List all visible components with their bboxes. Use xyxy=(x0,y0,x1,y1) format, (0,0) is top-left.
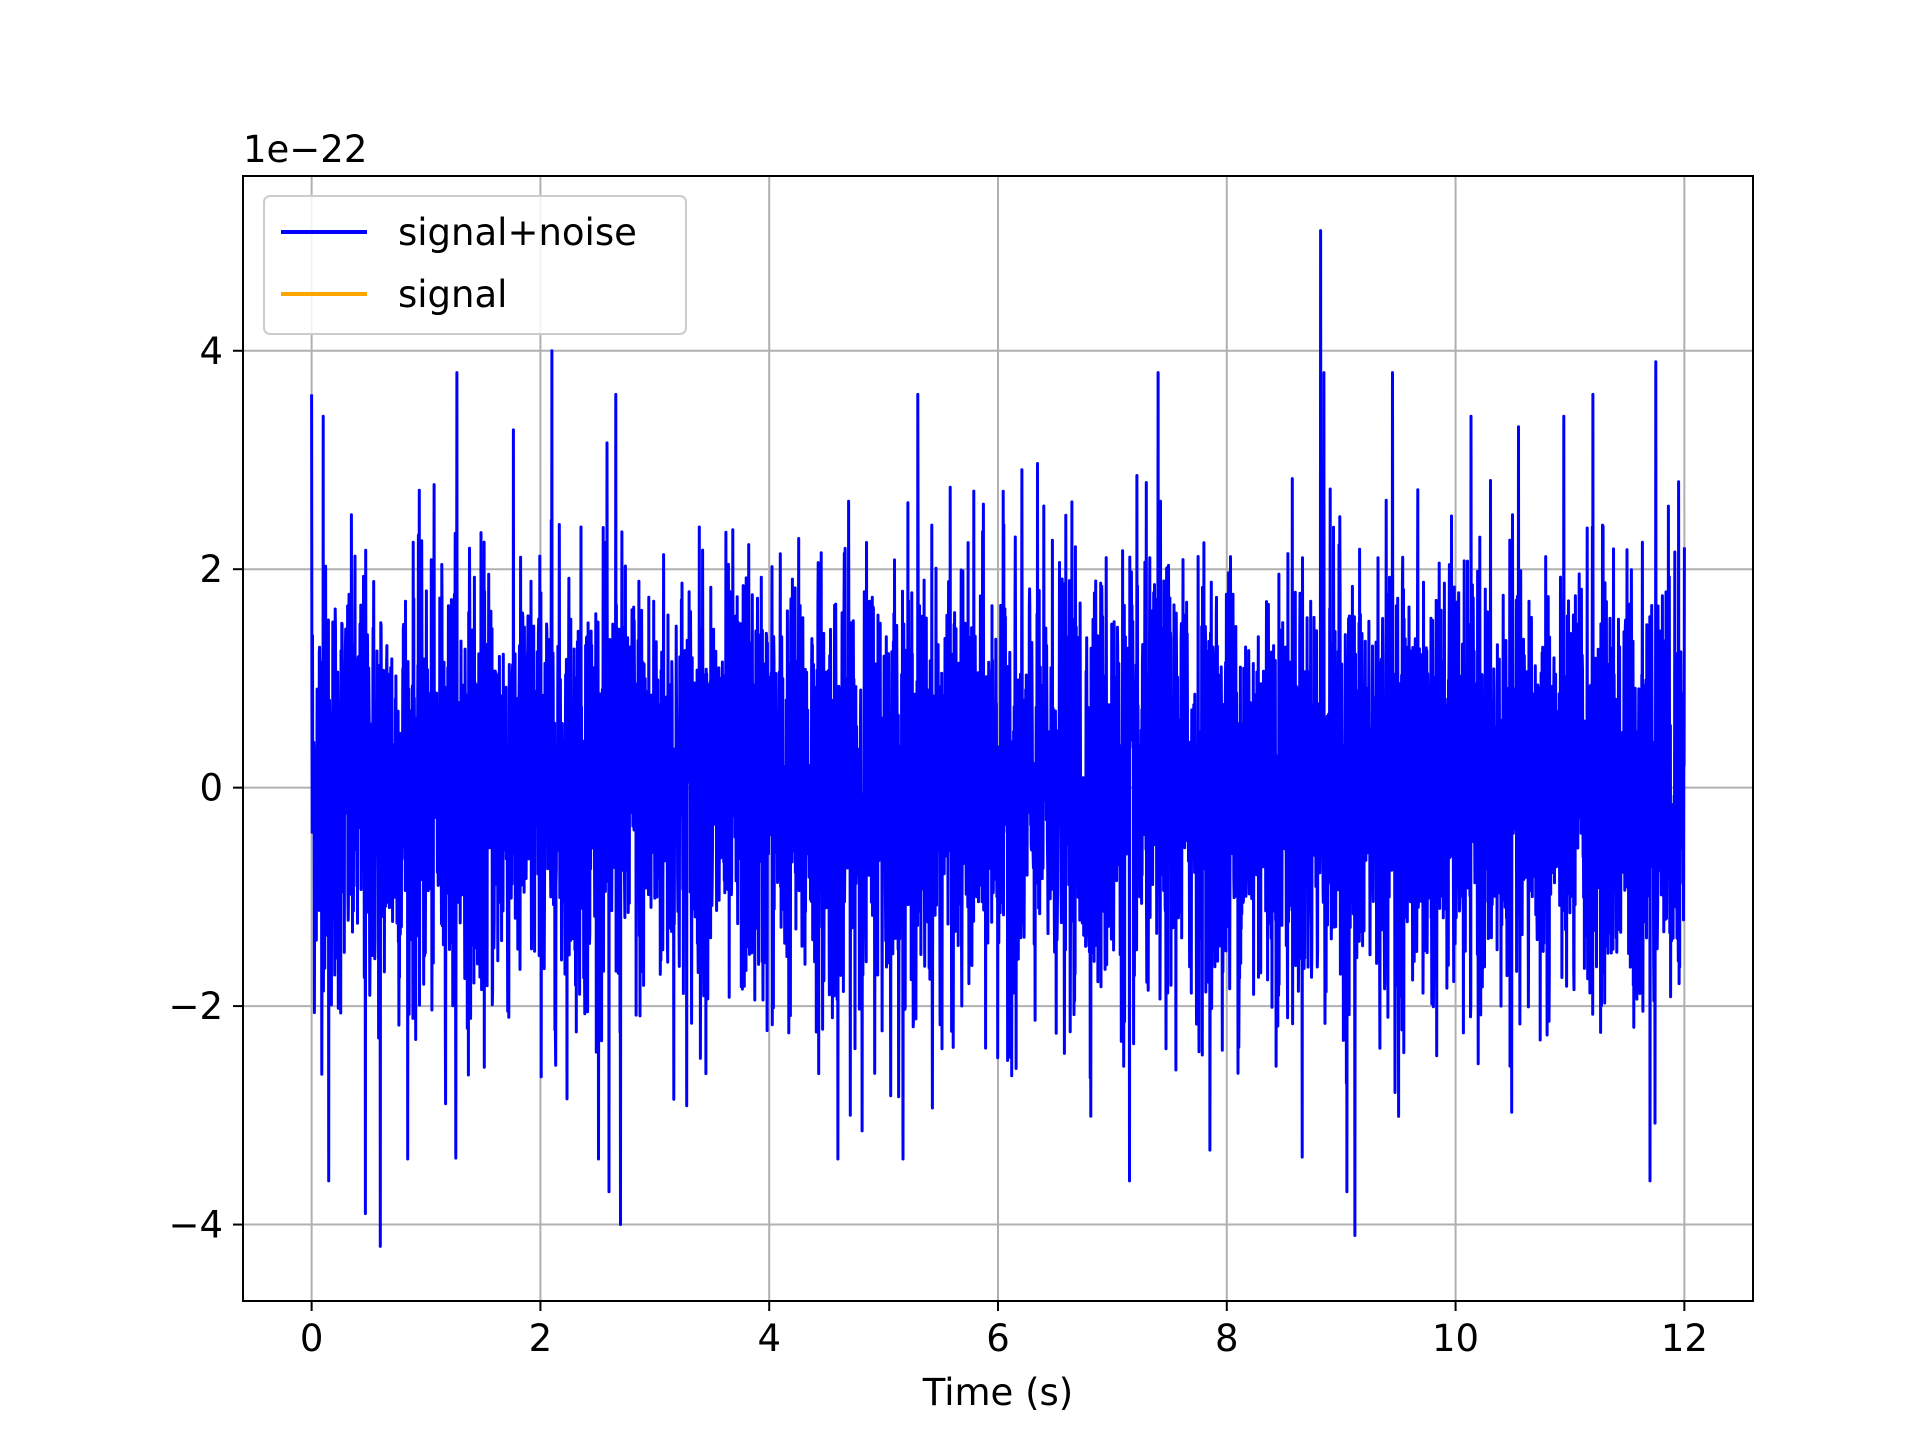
x-tick-label: 10 xyxy=(1432,1317,1479,1360)
legend-label-signal-noise: signal+noise xyxy=(398,211,637,254)
x-axis-label: Time (s) xyxy=(922,1371,1073,1414)
y-tick-label: −4 xyxy=(168,1204,223,1247)
x-tick-label: 8 xyxy=(1215,1317,1239,1360)
x-tick-label: 0 xyxy=(300,1317,324,1360)
x-tick-label: 12 xyxy=(1661,1317,1708,1360)
y-tick-label: 0 xyxy=(199,767,223,810)
x-tick-label: 4 xyxy=(757,1317,781,1360)
legend-label-signal: signal xyxy=(398,273,507,316)
legend: signal+noise signal xyxy=(263,195,687,335)
y-tick-label: 4 xyxy=(199,330,223,373)
tick-layer: 0 2 4 6 8 10 12 −4 −2 0 2 4 xyxy=(168,330,1707,1360)
series-line-signal-noise xyxy=(310,229,1686,1248)
y-axis-offset-label: 1e−22 xyxy=(243,128,367,171)
y-tick-label: 2 xyxy=(199,548,223,591)
y-tick-label: −2 xyxy=(168,985,223,1028)
x-tick-label: 6 xyxy=(986,1317,1010,1360)
series-layer xyxy=(310,229,1686,1248)
x-tick-label: 2 xyxy=(529,1317,553,1360)
legend-box xyxy=(263,195,687,335)
